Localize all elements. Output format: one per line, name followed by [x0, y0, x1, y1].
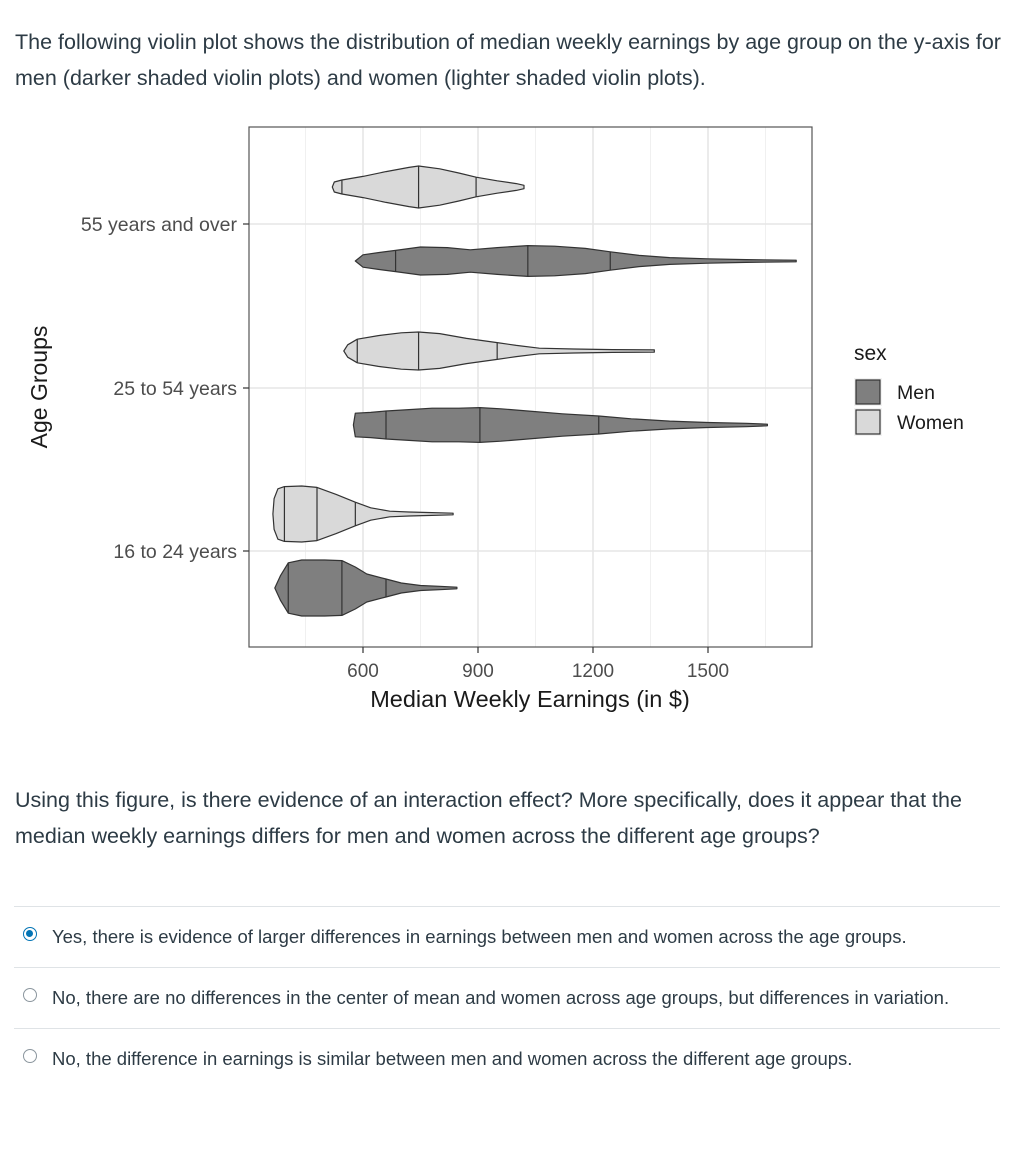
violin-men	[354, 245, 797, 277]
answer-list: Yes, there is evidence of larger differe…	[14, 906, 1000, 1089]
legend-swatch-men	[855, 379, 881, 405]
y-tick-label: 16 to 24 years	[113, 541, 237, 563]
violin-women	[331, 165, 525, 209]
legend-label-women: Women	[897, 412, 964, 434]
radio-button[interactable]	[23, 927, 37, 941]
intro-text: The following violin plot shows the dist…	[15, 30, 1001, 90]
violin-men	[352, 407, 768, 443]
legend-swatch-women	[855, 409, 881, 435]
x-tick-label: 1200	[572, 661, 614, 682]
violin-plot-figure: 600 900 1200 1500 16 to 24 years 25 to 54 yea…	[0, 110, 1018, 730]
legend-title: sex	[854, 342, 887, 365]
violin-plot: 600 900 1200 1500 16 to 24 years 25 to 54 yea…	[26, 126, 964, 712]
grid-lines	[249, 127, 812, 647]
radio-button[interactable]	[23, 988, 37, 1002]
y-axis-label: Age Groups	[26, 326, 52, 449]
legend: sex Men Women	[854, 342, 964, 436]
violin-men	[274, 559, 458, 617]
answer-label: Yes, there is evidence of larger differe…	[52, 926, 907, 947]
violin-women	[272, 485, 454, 543]
violins	[272, 165, 797, 617]
x-axis-label: Median Weekly Earnings (in $)	[370, 686, 690, 712]
answer-option-yes-larger-differences[interactable]: Yes, there is evidence of larger differe…	[14, 906, 1000, 967]
y-tick-label: 55 years and over	[81, 214, 238, 236]
y-tick-label: 25 to 54 years	[113, 378, 237, 400]
violin-women	[343, 331, 655, 371]
answer-option-no-variation-differences[interactable]: No, there are no differences in the cent…	[14, 967, 1000, 1028]
x-tick-label: 600	[347, 661, 379, 682]
plot-panel-border	[248, 126, 813, 648]
answer-label: No, the difference in earnings is simila…	[52, 1048, 853, 1069]
legend-label-men: Men	[897, 382, 935, 404]
answer-option-no-similar-difference[interactable]: No, the difference in earnings is simila…	[14, 1028, 1000, 1089]
question-text: Using this figure, is there evidence of …	[15, 788, 962, 848]
x-tick-label: 1500	[687, 661, 729, 682]
x-tick-label: 900	[462, 661, 494, 682]
plot-panel-background	[249, 127, 812, 647]
radio-button[interactable]	[23, 1049, 37, 1063]
axes: 600 900 1200 1500 16 to 24 years 25 to 54 yea…	[81, 214, 729, 682]
answer-label: No, there are no differences in the cent…	[52, 987, 950, 1008]
